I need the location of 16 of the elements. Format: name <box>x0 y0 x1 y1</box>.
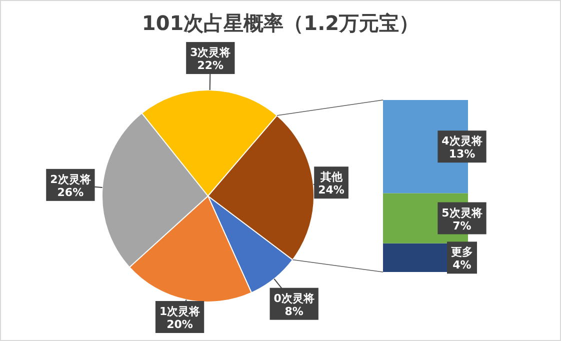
slice-label: 1次灵将 <box>159 305 200 318</box>
data-label: 26% <box>57 186 84 199</box>
series-label: 更多 <box>451 246 473 259</box>
data-label: 4% <box>452 258 472 272</box>
data-label: 22% <box>197 59 224 72</box>
data-label: 13% <box>448 148 476 161</box>
chart-title: 101次占星概率（1.2万元宝） <box>142 11 420 35</box>
data-label: 24% <box>318 184 344 197</box>
data-label: 20% <box>166 318 193 331</box>
slice-label: 3次灵将 <box>190 46 231 60</box>
series-label: 5次灵将 <box>442 206 482 220</box>
data-label: 7% <box>452 219 472 232</box>
slice-label: 2次灵将 <box>50 172 91 186</box>
data-label: 8% <box>284 304 304 318</box>
series-label: 4次灵将 <box>442 134 482 148</box>
slice-label: 其他 <box>319 170 344 184</box>
